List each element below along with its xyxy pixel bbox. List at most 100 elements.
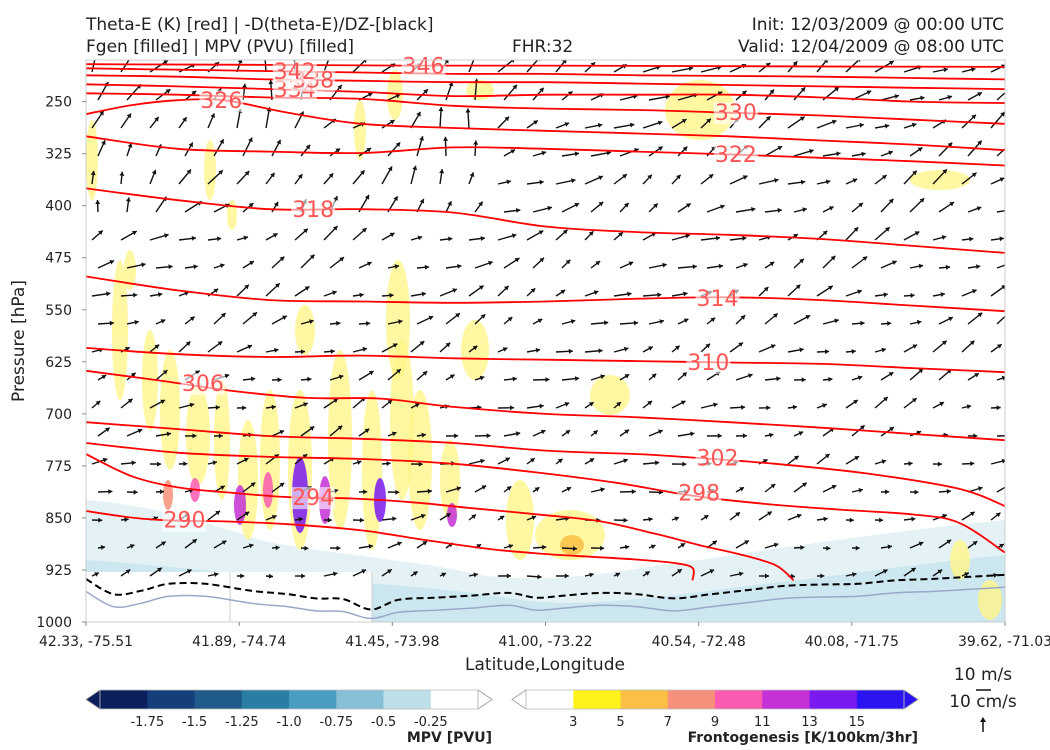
wind-vector-head bbox=[680, 543, 686, 548]
wind-vector-head bbox=[887, 321, 892, 326]
wind-vector-head bbox=[682, 461, 687, 467]
wind-vector-head bbox=[1001, 285, 1005, 290]
theta-e-contour-294 bbox=[86, 453, 795, 582]
wind-vector-head bbox=[393, 196, 398, 201]
wind-vector-head bbox=[364, 428, 370, 434]
wind-vector-head bbox=[683, 291, 688, 297]
wind-vector-head bbox=[978, 486, 983, 492]
wind-vector-head bbox=[428, 315, 434, 321]
wind-vector-head bbox=[157, 567, 162, 573]
theta-e-label-298: 298 bbox=[678, 482, 720, 507]
x-axis-title: Latitude,Longitude bbox=[465, 655, 625, 675]
wind-vector-head bbox=[333, 571, 338, 577]
wind-vector-head bbox=[795, 284, 801, 290]
wind-vector-head bbox=[911, 567, 916, 573]
colorbar-extend-left bbox=[85, 689, 101, 710]
frontogenesis-core bbox=[163, 480, 173, 510]
wind-vector-head bbox=[539, 257, 544, 263]
y-axis-ticks: 250 325 400 475 550 625 700 775 850 925 1000 bbox=[36, 95, 86, 631]
wind-vector-head bbox=[445, 513, 451, 518]
wind-vector-head bbox=[427, 488, 432, 494]
wind-vector-head bbox=[882, 569, 888, 574]
wind-vector-head bbox=[801, 377, 806, 383]
wind-vector-head bbox=[792, 404, 797, 410]
wind-vector-head bbox=[218, 433, 223, 439]
title-line-1: Theta-E (K) [red] | -D(theta-E)/DZ-[blac… bbox=[86, 15, 434, 35]
wind-vector-head bbox=[277, 377, 282, 383]
wind-vector-head bbox=[824, 454, 830, 459]
wind-vector-head bbox=[945, 264, 950, 270]
wind-vector-head bbox=[309, 254, 315, 260]
wind-vector-head bbox=[866, 90, 872, 95]
wind-vector-head bbox=[387, 399, 393, 405]
wind-vector-head bbox=[395, 489, 400, 495]
wind-vector-head bbox=[443, 136, 449, 141]
wind-vector-head bbox=[439, 169, 445, 174]
frontogenesis-blob bbox=[408, 390, 432, 530]
wind-vector-head bbox=[98, 230, 103, 235]
wind-vector-head bbox=[822, 403, 827, 408]
wind-vector-head bbox=[557, 458, 563, 464]
wind-vector-head bbox=[574, 376, 580, 382]
wind-vector-head bbox=[502, 347, 508, 352]
wind-vector-head bbox=[506, 486, 512, 491]
wind-vector-head bbox=[364, 194, 370, 200]
wind-vector-head bbox=[834, 87, 839, 92]
wind-vector-head bbox=[418, 461, 423, 467]
wind-vector-head bbox=[657, 292, 662, 298]
wind-vector-head bbox=[195, 370, 200, 375]
frontogenesis-blob bbox=[260, 390, 280, 530]
colorbar-segment bbox=[573, 690, 622, 709]
wind-vector-head bbox=[690, 431, 695, 437]
colorbar-tick-label: 11 bbox=[754, 715, 771, 730]
wind-vector-head bbox=[472, 54, 477, 59]
reference-vectors: 10 m/s 10 cm/s bbox=[949, 665, 1017, 732]
wind-vector-head bbox=[946, 488, 951, 494]
colorbar-tick-label: 15 bbox=[849, 715, 866, 730]
wind-vector-head bbox=[742, 433, 747, 439]
wind-vector-head bbox=[823, 60, 828, 64]
wind-vector-head bbox=[647, 400, 652, 406]
wind-vector-head bbox=[889, 61, 894, 66]
reference-vertical-label: 10 cm/s bbox=[949, 692, 1017, 712]
wind-vector-head bbox=[506, 179, 511, 185]
colorbar-segment bbox=[620, 690, 669, 709]
wind-vector-head bbox=[332, 290, 337, 296]
wind-vector-head bbox=[338, 374, 344, 380]
wind-vector-head bbox=[336, 320, 341, 326]
theta-e-label-310: 310 bbox=[687, 351, 729, 376]
wind-vector-head bbox=[655, 460, 660, 466]
wind-vector-head bbox=[977, 92, 982, 97]
wind-vector-head bbox=[964, 572, 969, 577]
wind-vector-head bbox=[831, 119, 837, 125]
theta-e-contour-318 bbox=[86, 187, 1005, 254]
wind-vector-head bbox=[766, 405, 771, 411]
wind-vector-head bbox=[361, 228, 367, 233]
wind-vector-head bbox=[514, 258, 520, 263]
wind-vector-head bbox=[738, 571, 744, 577]
wind-vector-head bbox=[828, 285, 833, 291]
wind-vector-head bbox=[213, 288, 219, 294]
wind-vector-head bbox=[776, 376, 781, 382]
wind-vector-head bbox=[615, 572, 620, 578]
wind-vector-head bbox=[718, 263, 723, 269]
wind-vector-head bbox=[129, 544, 135, 549]
wind-vector-head bbox=[740, 315, 746, 320]
wind-vector-head bbox=[658, 146, 663, 151]
wind-vector-head bbox=[137, 428, 143, 434]
colorbar-segment bbox=[715, 690, 763, 709]
wind-vector-head bbox=[606, 150, 611, 156]
wind-vector-head bbox=[366, 321, 371, 326]
wind-vector-head bbox=[447, 201, 452, 206]
wind-vector-head bbox=[796, 513, 802, 519]
wind-vector-head bbox=[916, 319, 922, 325]
wind-vector-head bbox=[659, 319, 664, 324]
wind-vector-head bbox=[125, 347, 130, 352]
wind-vector-head bbox=[327, 517, 332, 523]
wind-vector-head bbox=[193, 264, 198, 270]
wind-vector-head bbox=[912, 170, 917, 176]
wind-vector-head bbox=[825, 349, 830, 355]
wind-vector-head bbox=[765, 573, 769, 579]
wind-vector-head bbox=[438, 107, 444, 112]
wind-vector-head bbox=[119, 171, 125, 176]
